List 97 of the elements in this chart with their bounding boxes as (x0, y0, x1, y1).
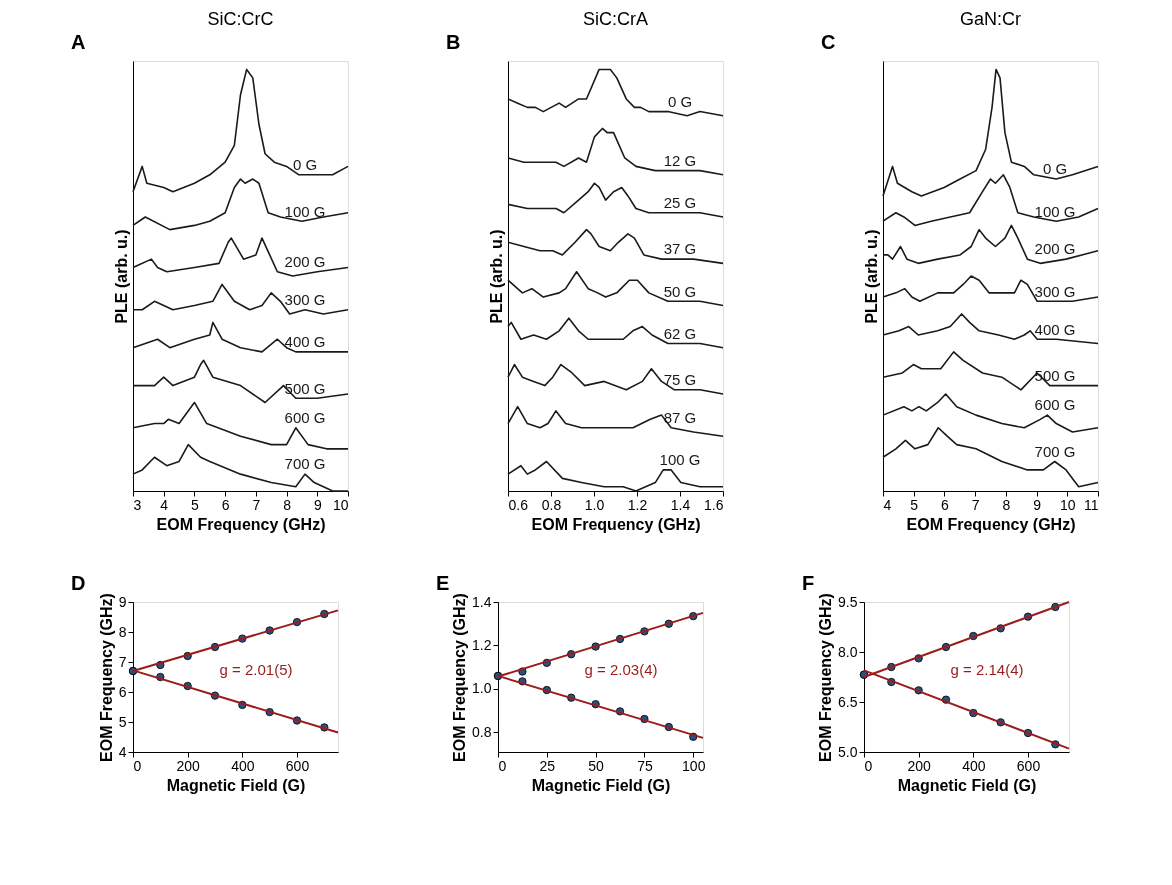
x-tick-label: 600 (285, 757, 310, 774)
y-tick-label: 9 (118, 593, 127, 610)
x-tick-label: 400 (231, 757, 255, 774)
text: E (436, 572, 450, 594)
chart-title: GaN:Cr (959, 9, 1022, 29)
annotation: g = 2.01(5) (219, 660, 293, 678)
y-axis-title: PLE (arb. u.) (862, 229, 880, 324)
x-tick-label: 5 (910, 496, 919, 513)
x-axis-title: Magnetic Field (G) (897, 776, 1037, 794)
x-tick-label: 7 (971, 496, 980, 513)
x-axis-title: EOM Frequency (GHz) (156, 515, 326, 533)
series-label: 50 G (663, 282, 697, 300)
x-tick-label: 3 (133, 496, 142, 513)
series-label: 300 G (284, 291, 326, 309)
y-tick-label: 1.0 (472, 680, 492, 697)
series-label: 400 G (284, 333, 326, 351)
series-label: 200 G (1034, 240, 1076, 258)
y-tick-label: 8.0 (838, 643, 858, 660)
x-tick-label: 1.2 (627, 496, 648, 513)
x-tick-label: 600 (1016, 757, 1041, 774)
x-tick-label: 11 (1083, 496, 1099, 513)
y-tick-label: 1.2 (472, 636, 492, 653)
x-tick-label: 10 (1060, 496, 1076, 513)
series-label: 100 G (1034, 202, 1076, 220)
series-label: 37 G (663, 240, 697, 258)
series-label: 87 G (663, 409, 697, 427)
series-label: 700 G (1034, 442, 1076, 460)
series-label: 0 G (292, 156, 318, 174)
y-axis-title: EOM Frequency (GHz) (97, 593, 115, 762)
x-tick-label: 6 (221, 496, 230, 513)
series-label: 100 G (284, 202, 326, 220)
y-axis-title: PLE (arb. u.) (487, 229, 505, 324)
series-label: 75 G (663, 371, 697, 389)
y-tick-label: 8 (118, 623, 127, 640)
chart-title: SiC:CrA (582, 9, 649, 29)
text: C (821, 31, 836, 53)
x-tick-label: 200 (907, 757, 932, 774)
x-tick-label: 5 (191, 496, 200, 513)
series-label: 500 G (284, 379, 326, 397)
x-axis-title: Magnetic Field (G) (166, 776, 306, 794)
y-tick-label: 0.8 (472, 723, 492, 740)
chart-title: SiC:CrC (207, 9, 274, 29)
series-label: 25 G (663, 194, 697, 212)
x-tick-label: 4 (160, 496, 169, 513)
x-tick-label: 0 (498, 757, 507, 774)
x-axis-title: EOM Frequency (GHz) (906, 515, 1076, 533)
y-tick-label: 5.0 (838, 743, 858, 760)
y-tick-label: 6 (118, 683, 127, 700)
x-tick-label: 4 (883, 496, 892, 513)
x-tick-label: 1.6 (704, 496, 724, 513)
x-tick-label: 10 (332, 496, 349, 513)
x-tick-label: 200 (176, 757, 201, 774)
x-tick-label: 75 (637, 757, 653, 774)
text: B (446, 31, 461, 53)
y-axis-title: EOM Frequency (GHz) (817, 593, 835, 762)
x-tick-label: 8 (283, 496, 292, 513)
series-label: 400 G (1034, 320, 1076, 338)
text: F (802, 572, 815, 594)
y-tick-label: 1.4 (472, 593, 492, 610)
x-tick-label: 0 (133, 757, 142, 774)
series-label: 0 G (667, 92, 693, 110)
text: D (71, 572, 86, 594)
x-tick-label: 0 (864, 757, 873, 774)
series-label: 12 G (663, 151, 697, 169)
x-tick-label: 0.6 (508, 496, 529, 513)
y-tick-label: 6.5 (838, 693, 858, 710)
series-label: 600 G (1034, 396, 1076, 414)
annotation: g = 2.14(4) (950, 660, 1024, 678)
y-axis-title: PLE (arb. u.) (112, 229, 130, 324)
x-axis-title: EOM Frequency (GHz) (531, 515, 701, 533)
x-axis-title: Magnetic Field (G) (531, 776, 671, 794)
text: A (71, 31, 86, 53)
y-axis-title: EOM Frequency (GHz) (451, 593, 469, 762)
y-tick-label: 7 (118, 653, 127, 670)
series-label: 700 G (284, 455, 326, 473)
series-label: 62 G (663, 324, 697, 342)
x-tick-label: 7 (252, 496, 261, 513)
x-tick-label: 25 (539, 757, 556, 774)
y-tick-label: 4 (118, 743, 127, 760)
x-tick-label: 50 (588, 757, 605, 774)
x-tick-label: 0.8 (541, 496, 562, 513)
annotation: g = 2.03(4) (584, 660, 658, 678)
y-tick-label: 9.5 (838, 593, 858, 610)
series-label: 0 G (1042, 160, 1068, 178)
series-label: 100 G (659, 451, 701, 469)
series-label: 300 G (1034, 282, 1076, 300)
x-tick-label: 8 (1002, 496, 1011, 513)
series-label: 600 G (284, 409, 326, 427)
x-tick-label: 400 (962, 757, 986, 774)
y-tick-label: 5 (118, 713, 127, 730)
series-label: 200 G (284, 253, 326, 271)
x-tick-label: 1.0 (584, 496, 605, 513)
x-tick-label: 9 (313, 496, 322, 513)
x-tick-label: 9 (1033, 496, 1042, 513)
x-tick-label: 1.4 (670, 496, 691, 513)
x-tick-label: 100 (682, 757, 706, 774)
x-tick-label: 6 (941, 496, 950, 513)
